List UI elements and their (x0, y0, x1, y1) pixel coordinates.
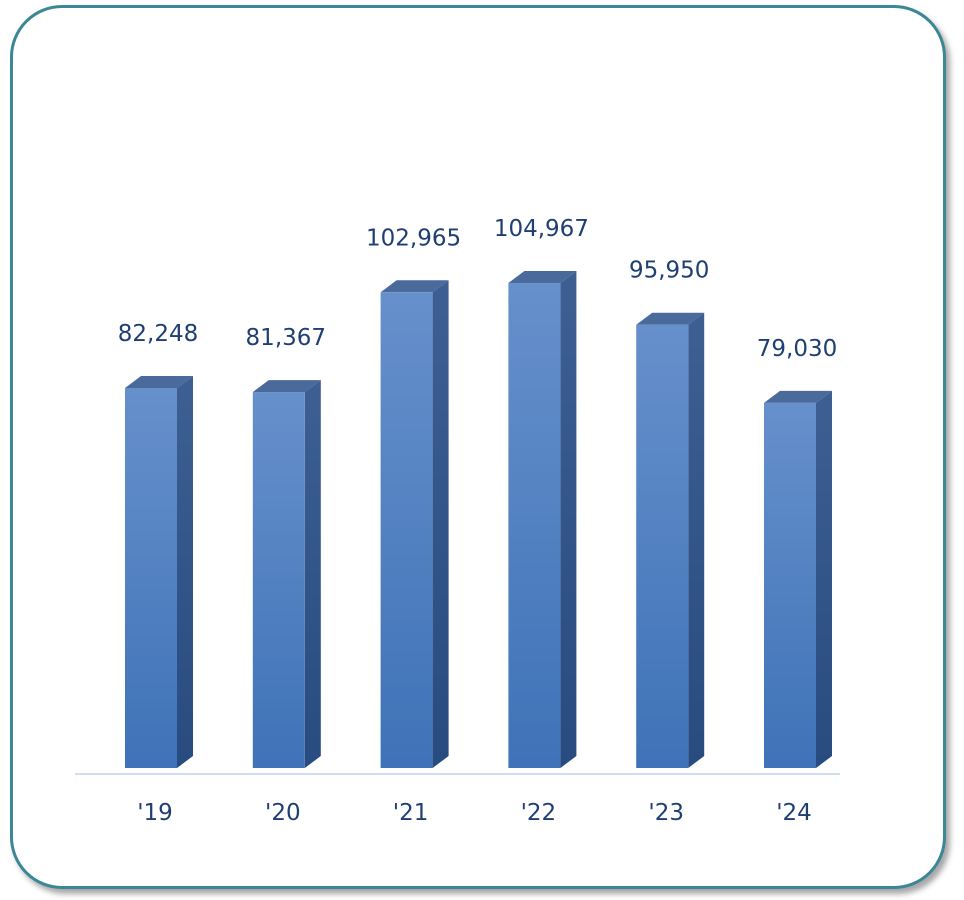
x-tick-label: '19 (137, 800, 173, 826)
x-tick-label: '22 (521, 800, 557, 826)
bar-side-face (304, 380, 321, 768)
bar-side-face (816, 390, 832, 768)
x-tick-label: '21 (393, 800, 429, 826)
bar-top-face (764, 390, 832, 403)
bar-top-face (125, 376, 193, 388)
bar-side-face (560, 271, 577, 768)
bar (380, 292, 433, 768)
bar-side-face (432, 280, 449, 768)
bar (252, 392, 305, 768)
bar-top-face (636, 312, 705, 325)
x-tick-label: '20 (265, 800, 301, 826)
bar-side-face (177, 376, 193, 768)
bar-top-face (380, 280, 449, 293)
bar (636, 324, 689, 768)
bar (125, 388, 177, 768)
data-label: 81,367 (246, 325, 326, 351)
bar (764, 402, 816, 768)
data-label: 104,967 (494, 216, 589, 242)
bar-top-face (508, 271, 577, 284)
bar-side-face (688, 312, 705, 768)
data-label: 82,248 (118, 321, 198, 347)
data-label: 102,965 (366, 225, 461, 251)
x-tick-label: '24 (776, 800, 812, 826)
data-label: 79,030 (757, 336, 837, 362)
x-tick-label: '23 (648, 800, 684, 826)
bar (508, 283, 561, 768)
data-label: 95,950 (629, 258, 709, 284)
bar-top-face (252, 380, 321, 393)
